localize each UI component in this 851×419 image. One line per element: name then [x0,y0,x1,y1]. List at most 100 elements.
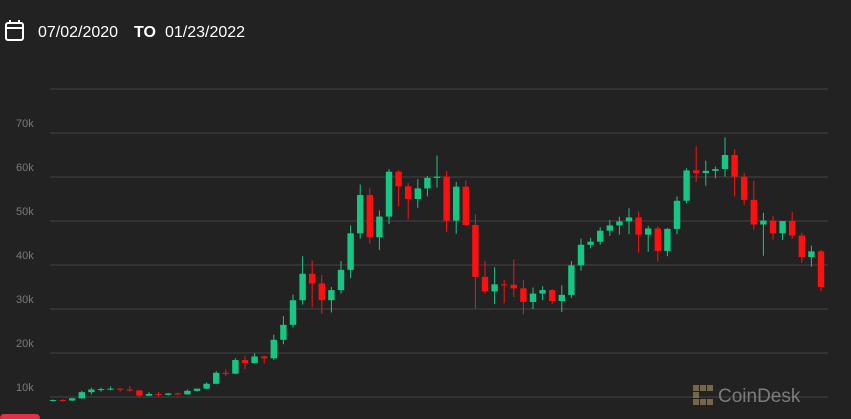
corner-tab[interactable] [0,414,40,419]
to-label: TO [134,24,156,41]
candle-body [693,170,700,174]
candle-body [88,389,95,393]
candle-body [501,284,508,286]
candle-body [597,230,604,242]
candle-body [510,284,517,289]
candle-body [769,220,777,234]
candle-body [97,389,105,391]
candle-body [472,224,479,277]
candle-body [721,155,729,170]
candle-body [529,293,537,302]
candle-body [702,170,709,174]
candle-body [318,283,325,301]
candle-body [328,290,335,301]
candle-body [395,171,402,187]
y-tick-label: 60k [16,162,34,174]
candle-body [347,233,354,270]
candle-body [539,290,546,294]
candle-body [760,220,767,225]
y-tick-label: 50k [16,206,34,218]
candle-body [635,217,642,235]
candle-body [587,241,594,245]
candle-body [165,393,172,395]
candle-body [405,186,412,199]
y-tick-label: 10k [16,382,34,394]
candle-body [232,360,239,374]
candle-body [309,273,316,284]
candle-body [549,290,556,302]
candle-body [78,392,85,399]
candle-body [213,372,220,384]
candle-body [136,390,143,396]
candle-body [817,251,825,287]
candle-body [481,276,489,292]
candle-body [789,221,796,236]
candle-body [174,393,181,395]
candle-body [558,294,565,302]
candle-body [59,400,66,402]
candle-body [664,228,671,251]
candle-body [750,199,757,225]
candle-body [49,400,57,402]
candle-body [520,288,527,302]
candle-body [203,383,210,389]
calendar-icon[interactable] [5,20,24,41]
candle-body [808,251,815,258]
candle-body [299,273,306,301]
candle-body [289,300,297,325]
candle-body [145,393,153,396]
candle-body [261,356,268,359]
candle-body [779,221,786,234]
from-date[interactable]: 07/02/2020 [38,24,118,41]
candle-body [366,195,373,238]
candle-body [385,171,393,217]
candle-body [270,339,277,359]
candle-body [280,324,287,340]
candle-body [625,217,633,222]
candle-body [577,244,585,266]
candle-body [184,390,191,395]
watermark-logo [693,385,713,405]
candle-body [654,228,661,251]
y-tick-label: 70k [16,118,34,130]
candle-body [251,356,258,364]
y-tick-label: 40k [16,250,34,262]
candle-body [798,235,805,258]
candle-body [337,269,345,291]
candle-body [126,389,133,391]
candle-body [193,388,201,391]
candle-body [69,398,76,401]
candle-body [241,360,249,364]
candle-body [673,200,681,229]
to-date[interactable]: 01/23/2022 [165,24,245,41]
candles [49,137,825,402]
grid: 10k 20k 30k 40k 50k 60k 70k [16,88,828,398]
candle-body [107,388,114,390]
candle-body [462,186,469,225]
candle-body [568,265,575,295]
candle-body [453,186,460,221]
candle-body [414,188,421,199]
candle-body [731,155,738,177]
candle-body [376,216,383,238]
candle-body [443,176,450,221]
candle-body [606,225,613,231]
candle-body [683,170,690,201]
candle-body [357,195,364,234]
watermark: CoinDesk [718,386,801,407]
y-tick-label: 30k [16,294,34,306]
candle-body [155,393,162,395]
candle-body [741,176,748,200]
candle-body [491,284,498,292]
candle-body [616,221,623,226]
candle-body [645,228,652,235]
y-tick-label: 20k [16,338,34,350]
candle-body [433,176,441,178]
candle-body [424,177,431,189]
candle-body [117,388,124,390]
candle-body [712,169,719,171]
candle-body [222,372,229,374]
